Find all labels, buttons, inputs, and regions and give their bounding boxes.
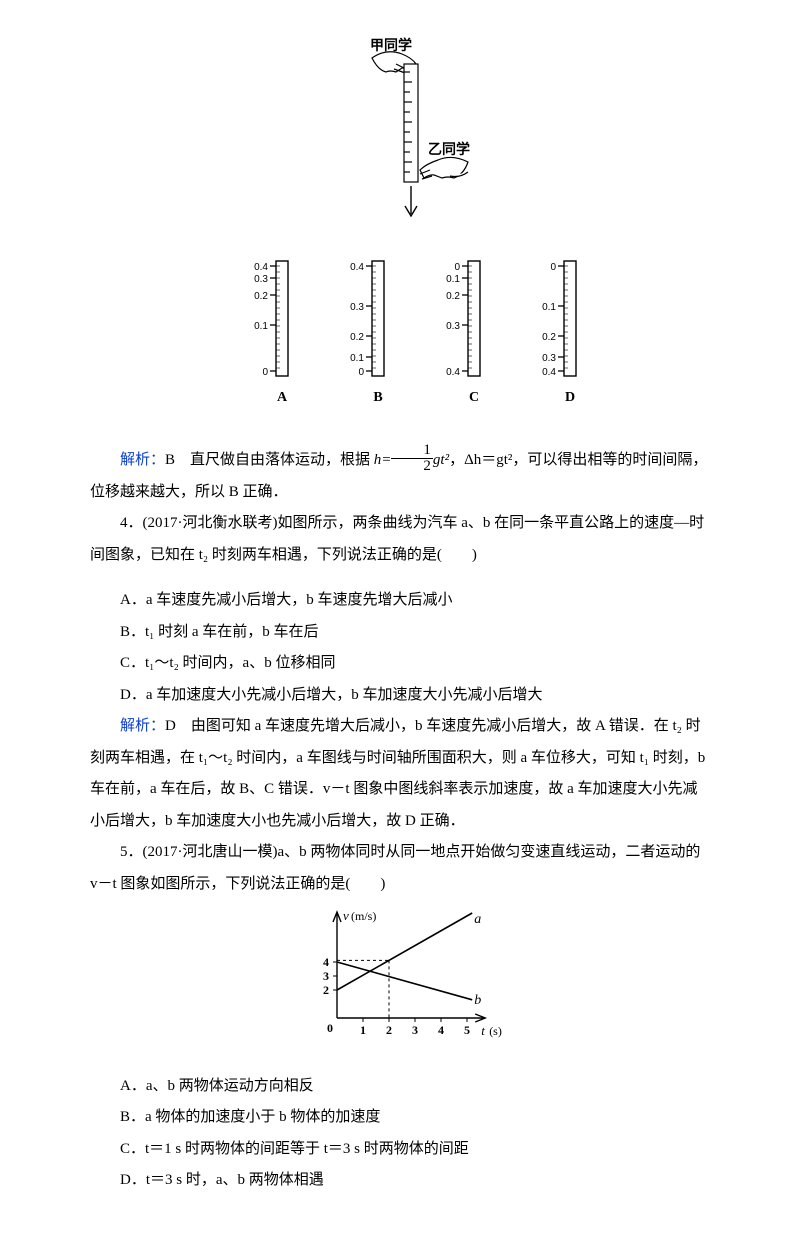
svg-text:3: 3 [412,1023,418,1037]
q5-optC: C．t＝1 s 时两物体的间距等于 t＝3 s 时两物体的间距 [90,1134,710,1166]
svg-text:D: D [565,390,575,405]
svg-text:0: 0 [550,262,556,273]
q4-optC: C．t₁～t₂ 时间内，a、b 位移相同 [90,648,710,680]
figure-vt-chart: v(m/s)t(s)012345243ab [90,906,710,1059]
svg-text:0.4: 0.4 [350,262,364,273]
q4-analysis-text: D 由图可知 a 车速度先增大后减小，b 车速度先减小后增大，故 A 错误．在 … [90,718,705,829]
q3-analysis-1: B 直尺做自由落体运动，根据 [165,452,374,468]
q4-optA: A．a 车速度先减小后增大，b 车速度先增大后减小 [90,585,710,617]
svg-text:3: 3 [323,969,329,983]
svg-text:4: 4 [438,1023,444,1037]
fraction-half: 12 [391,443,433,474]
svg-text:(s): (s) [489,1024,502,1038]
svg-text:1: 1 [360,1023,366,1037]
q4-analysis: 解析：D 由图可知 a 车速度先增大后减小，b 车速度先减小后增大，故 A 错误… [90,711,710,837]
arrow-down-icon [405,186,417,216]
svg-text:A: A [277,390,288,405]
q5-optB: B．a 物体的加速度小于 b 物体的加速度 [90,1102,710,1134]
svg-text:0: 0 [327,1021,333,1035]
ruler-icon [404,64,418,182]
svg-text:0.1: 0.1 [350,353,364,364]
svg-text:0.1: 0.1 [446,274,460,285]
q4-optD: D．a 车加速度大小先减小后增大，b 车加速度大小先减小后增大 [90,680,710,712]
svg-text:b: b [474,993,481,1008]
svg-text:0: 0 [262,367,268,378]
analysis-label: 解析： [120,718,165,734]
figure-students-ruler: 甲同学 [90,36,710,239]
q5-optA: A．a、b 两物体运动方向相反 [90,1071,710,1103]
svg-text:0.2: 0.2 [446,291,460,302]
q4-stem: 4．(2017·河北衡水联考)如图所示，两条曲线为汽车 a、b 在同一条平直公路… [90,508,710,571]
svg-text:B: B [373,390,382,405]
svg-text:0.3: 0.3 [254,274,268,285]
svg-text:0.3: 0.3 [542,353,556,364]
analysis-label: 解析： [120,452,165,468]
svg-text:0.3: 0.3 [446,321,460,332]
q4-blank [90,571,710,585]
q5-optD: D．t＝3 s 时，a、b 两物体相遇 [90,1165,710,1197]
svg-text:5: 5 [464,1023,470,1037]
svg-text:0.3: 0.3 [350,302,364,313]
q3-h: h= [374,452,392,468]
q3-t2: t² [440,452,449,468]
svg-text:2: 2 [323,983,329,997]
svg-text:0.4: 0.4 [542,367,556,378]
svg-text:a: a [474,912,481,927]
svg-text:0: 0 [358,367,364,378]
svg-text:0.4: 0.4 [254,262,268,273]
svg-text:0: 0 [454,262,460,273]
bottom-hand-icon [420,157,468,179]
svg-text:2: 2 [386,1023,392,1037]
figure-ruler-options: 0.40.30.20.10A0.40.30.20.10B00.10.20.30.… [90,251,710,434]
svg-text:C: C [469,390,479,405]
q4-optB: B．t₁ 时刻 a 车在前，b 车在后 [90,617,710,649]
svg-text:0.4: 0.4 [446,367,460,378]
svg-text:0.2: 0.2 [542,332,556,343]
svg-text:(m/s): (m/s) [351,909,376,923]
fig1-label-bottom: 乙同学 [428,141,470,158]
svg-text:v: v [343,908,349,923]
svg-text:0.2: 0.2 [350,332,364,343]
svg-text:0.2: 0.2 [254,291,268,302]
svg-text:0.1: 0.1 [542,302,556,313]
svg-text:0.1: 0.1 [254,321,268,332]
q5-stem: 5．(2017·河北唐山一模)a、b 两物体同时从同一地点开始做匀变速直线运动，… [90,837,710,900]
svg-text:4: 4 [323,955,329,969]
q3-analysis: 解析：B 直尺做自由落体运动，根据 h=12gt²，Δh＝gt²，可以得出相等的… [90,445,710,508]
q3-delta: ，Δh＝gt²， [449,452,527,468]
svg-text:t: t [481,1023,485,1038]
